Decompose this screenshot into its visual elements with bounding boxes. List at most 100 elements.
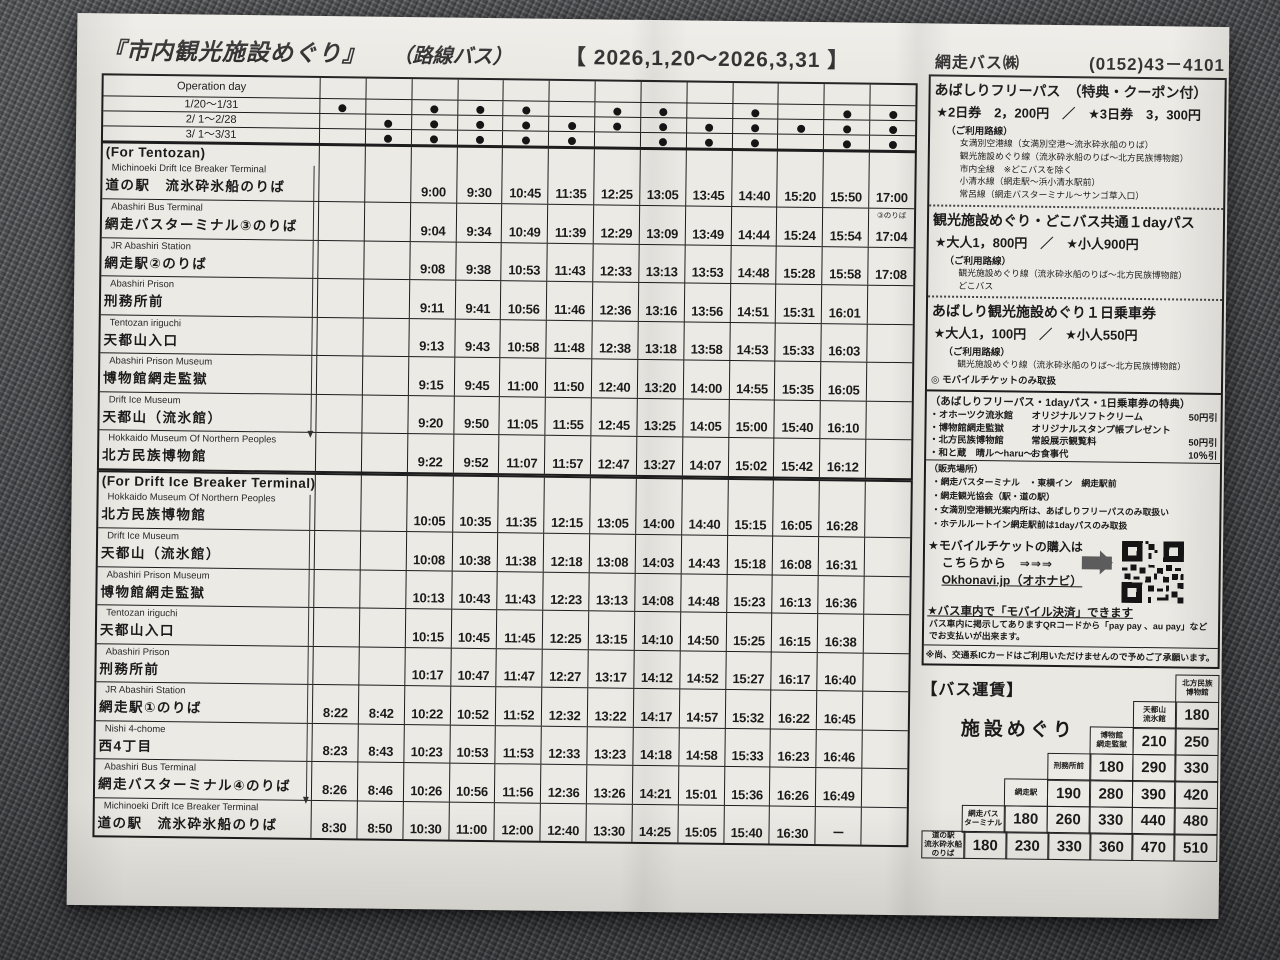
operation-dot-cell xyxy=(731,133,778,149)
time-cell: 16:26 xyxy=(769,767,816,806)
pass-price: ★大人1，800円 ／ ★小人900円 xyxy=(934,234,1139,252)
stop-name-ja: 刑務所前 xyxy=(103,293,165,310)
stop-name-cell: Nishi 4-chome 西4丁目 xyxy=(95,721,311,761)
operation-dot-cell xyxy=(548,116,595,132)
time-value xyxy=(862,765,907,766)
time-value: 10:53 xyxy=(456,744,489,761)
operation-dot-cell xyxy=(410,115,457,130)
time-cell: 14:43 xyxy=(680,535,727,574)
time-cell: 13:17 xyxy=(587,649,634,688)
stop-name-ja: 博物館網走監獄 xyxy=(100,583,206,601)
time-cell: 10:56 xyxy=(500,281,547,320)
time-value: 15:31 xyxy=(782,304,815,320)
time-value: 14:10 xyxy=(641,631,674,647)
time-value xyxy=(360,643,405,644)
time-value: 10:38 xyxy=(458,552,491,568)
time-value: 14:07 xyxy=(689,457,722,473)
time-value: 14:18 xyxy=(639,746,672,763)
time-cell: 16:38 xyxy=(817,614,864,653)
stop-name-ja: 西4丁目 xyxy=(98,737,153,754)
time-cell xyxy=(318,145,365,202)
time-value: 12:33 xyxy=(548,745,581,762)
time-cell xyxy=(862,614,910,653)
time-value: 14:43 xyxy=(688,554,720,571)
time-value: 14:52 xyxy=(686,670,719,686)
pass-price: ★2日券 2，200円 ／ ★3日券 3，300円 xyxy=(936,104,1202,123)
time-cell: 15:15 xyxy=(726,479,774,536)
time-value: 14:17 xyxy=(640,708,673,724)
time-cell: 9:43 xyxy=(453,319,501,358)
time-cell: 14:12 xyxy=(633,650,680,689)
time-value: 11:50 xyxy=(552,378,585,394)
time-value xyxy=(316,467,361,468)
time-value: 9:45 xyxy=(464,377,490,393)
time-value xyxy=(867,359,912,360)
sales-line: ・ホテルルートイン網走駅前は1dayパスのみ取扱 xyxy=(931,518,1128,532)
time-cell: 11:05 xyxy=(498,396,546,435)
fare-station-label: 刑務所前 xyxy=(1046,752,1092,782)
time-value: 11:43 xyxy=(504,591,536,607)
fare-value: 420 xyxy=(1173,780,1219,810)
time-value: 15:20 xyxy=(784,188,817,205)
operation-dot-cell xyxy=(548,131,595,147)
time-cell: 12:32 xyxy=(541,687,588,726)
time-value xyxy=(363,353,408,354)
time-cell: 16:08 xyxy=(772,536,819,575)
service-dot xyxy=(888,125,897,135)
time-cell xyxy=(360,475,407,532)
time-cell: 14:25 xyxy=(631,804,678,843)
time-cell: 10:26 xyxy=(402,763,449,802)
time-value: 9:00 xyxy=(420,184,446,200)
time-cell: ③のりば 17:04 xyxy=(867,208,915,247)
time-cell: 8:30 xyxy=(310,800,357,839)
benefit-place: ・博物館網走監獄 xyxy=(929,421,1004,433)
service-dot xyxy=(567,136,576,146)
operation-header-cell xyxy=(777,83,824,105)
operation-dot-cell xyxy=(594,102,641,117)
time-value: 11:47 xyxy=(503,668,535,684)
time-cell xyxy=(860,807,907,846)
service-dot xyxy=(842,125,851,134)
time-value: 9:38 xyxy=(465,261,491,278)
stop-name-ja: 網走バスターミナル③のりば xyxy=(104,216,298,234)
stop-name-ja: 道の駅 流氷砕氷船のりば xyxy=(105,177,286,195)
pass-list: あばしりフリーパス （特典・クーポン付） ★2日券 2，200円 ／ ★3日券 3… xyxy=(926,76,1225,393)
time-value: 10:56 xyxy=(507,300,540,317)
time-cell: 11:39 xyxy=(546,204,594,243)
benefit-discount: 10％引 xyxy=(1188,450,1218,461)
time-value: 16:10 xyxy=(827,420,860,436)
service-dot xyxy=(705,123,714,132)
time-cell: 13:22 xyxy=(586,688,634,727)
section-title: (For Drift Ice Breaker Terminal) xyxy=(101,473,316,491)
time-cell: 14:50 xyxy=(679,612,726,651)
time-cell xyxy=(861,730,908,769)
time-cell: 11:43 xyxy=(546,243,593,282)
time-cell: 11:45 xyxy=(496,610,543,649)
fare-value: 480 xyxy=(1173,807,1218,836)
time-value xyxy=(867,397,912,398)
time-cell: 9:41 xyxy=(454,280,501,319)
time-cell: 14:55 xyxy=(728,360,775,400)
time-cell: 13:27 xyxy=(635,436,683,475)
time-cell: 13:08 xyxy=(588,534,636,573)
fare-value: 190 xyxy=(1046,779,1091,808)
time-cell: 11:38 xyxy=(497,533,544,572)
operation-dot-cell xyxy=(456,100,503,116)
time-value: 13:15 xyxy=(595,630,628,647)
time-cell: 10:23 xyxy=(403,724,450,763)
operation-header-cell xyxy=(548,80,595,102)
mobile-line2: こちらから ⇒⇒⇒ xyxy=(941,556,1054,572)
time-value: 12:27 xyxy=(549,668,582,685)
operation-dot-cell xyxy=(318,128,365,144)
service-dot xyxy=(888,110,897,120)
stop-name-ja: 天都山入口 xyxy=(99,622,176,639)
service-dot xyxy=(430,105,439,114)
time-value: 14:55 xyxy=(736,380,768,396)
time-cell xyxy=(865,401,912,440)
time-value: 13:25 xyxy=(643,417,676,434)
time-cell xyxy=(865,362,913,401)
section-title: (For Tentozan) xyxy=(105,144,206,161)
time-value: 10:17 xyxy=(411,667,444,683)
time-cell: 16:13 xyxy=(771,575,818,614)
time-cell: 15:40 xyxy=(722,805,770,844)
